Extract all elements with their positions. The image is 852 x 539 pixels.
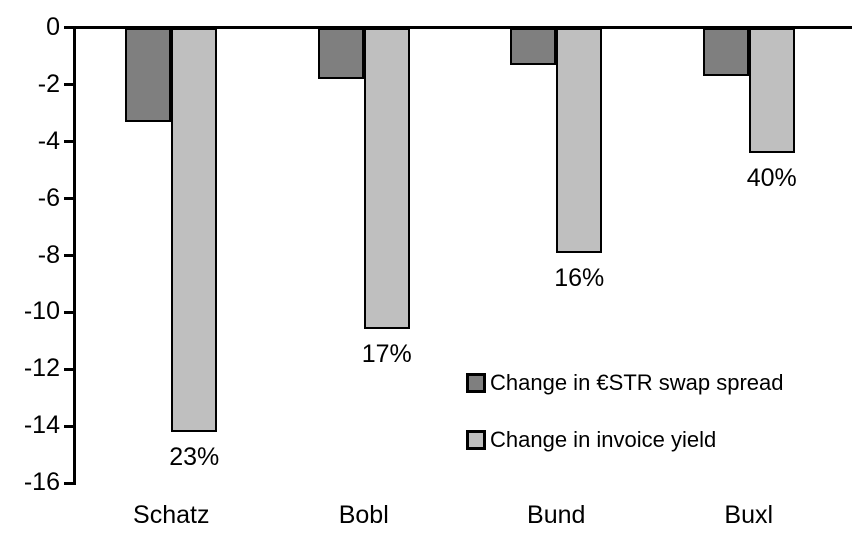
bar-bobl-series-0: [317, 28, 364, 79]
y-axis-tick-label: -2: [37, 69, 60, 98]
legend-label-invoice-yield: Change in invoice yield: [490, 427, 717, 452]
x-axis-label-bobl: Bobl: [338, 501, 389, 529]
x-axis-label-buxl: Buxl: [724, 501, 774, 529]
y-axis-tick: [64, 254, 76, 257]
y-axis-tick: [64, 140, 76, 144]
y-axis-tick-label: 0: [46, 13, 60, 41]
bar-value-label-buxl: 40%: [746, 164, 797, 193]
y-axis-tick: [64, 367, 76, 371]
bar-buxl-series-1: [748, 28, 795, 153]
chart-legend: Change in €STR swap spread Change in inv…: [466, 371, 784, 485]
legend-swatch-invoice-yield: [466, 430, 486, 450]
bar-value-label-schatz: 23%: [169, 442, 220, 471]
bar-bobl-series-1: [363, 28, 410, 329]
bar-value-label-bund: 16%: [554, 263, 605, 292]
y-axis-tick: [64, 481, 76, 485]
y-axis-tick-label: -14: [23, 411, 60, 440]
bar-value-label-bobl: 17%: [361, 340, 412, 369]
legend-swatch-swap-spread: [466, 373, 486, 393]
y-axis-tick-label: -4: [37, 126, 60, 155]
y-axis-tick-label: -6: [37, 183, 60, 212]
bar-bund-series-0: [510, 28, 557, 65]
y-axis-tick-label: -8: [37, 240, 60, 269]
legend-item-invoice-yield: Change in invoice yield: [466, 428, 784, 452]
bar-schatz-series-0: [125, 28, 172, 122]
y-axis-tick-label: -10: [23, 297, 60, 326]
y-axis-tick: [64, 83, 76, 87]
y-axis-tick-label: -16: [23, 468, 60, 496]
y-axis-tick: [64, 310, 76, 314]
y-axis-tick: [64, 424, 76, 428]
zero-baseline: [64, 26, 852, 29]
x-axis-label-schatz: Schatz: [133, 501, 210, 529]
x-axis-label-bund: Bund: [527, 501, 586, 529]
bar-schatz-series-1: [171, 28, 218, 432]
bar-buxl-series-0: [702, 28, 749, 76]
y-axis-tick: [64, 197, 76, 201]
legend-item-swap-spread: Change in €STR swap spread: [466, 371, 784, 395]
legend-label-swap-spread: Change in €STR swap spread: [490, 370, 784, 395]
y-axis-tick-label: -12: [23, 354, 60, 383]
bar-bund-series-1: [556, 28, 603, 253]
